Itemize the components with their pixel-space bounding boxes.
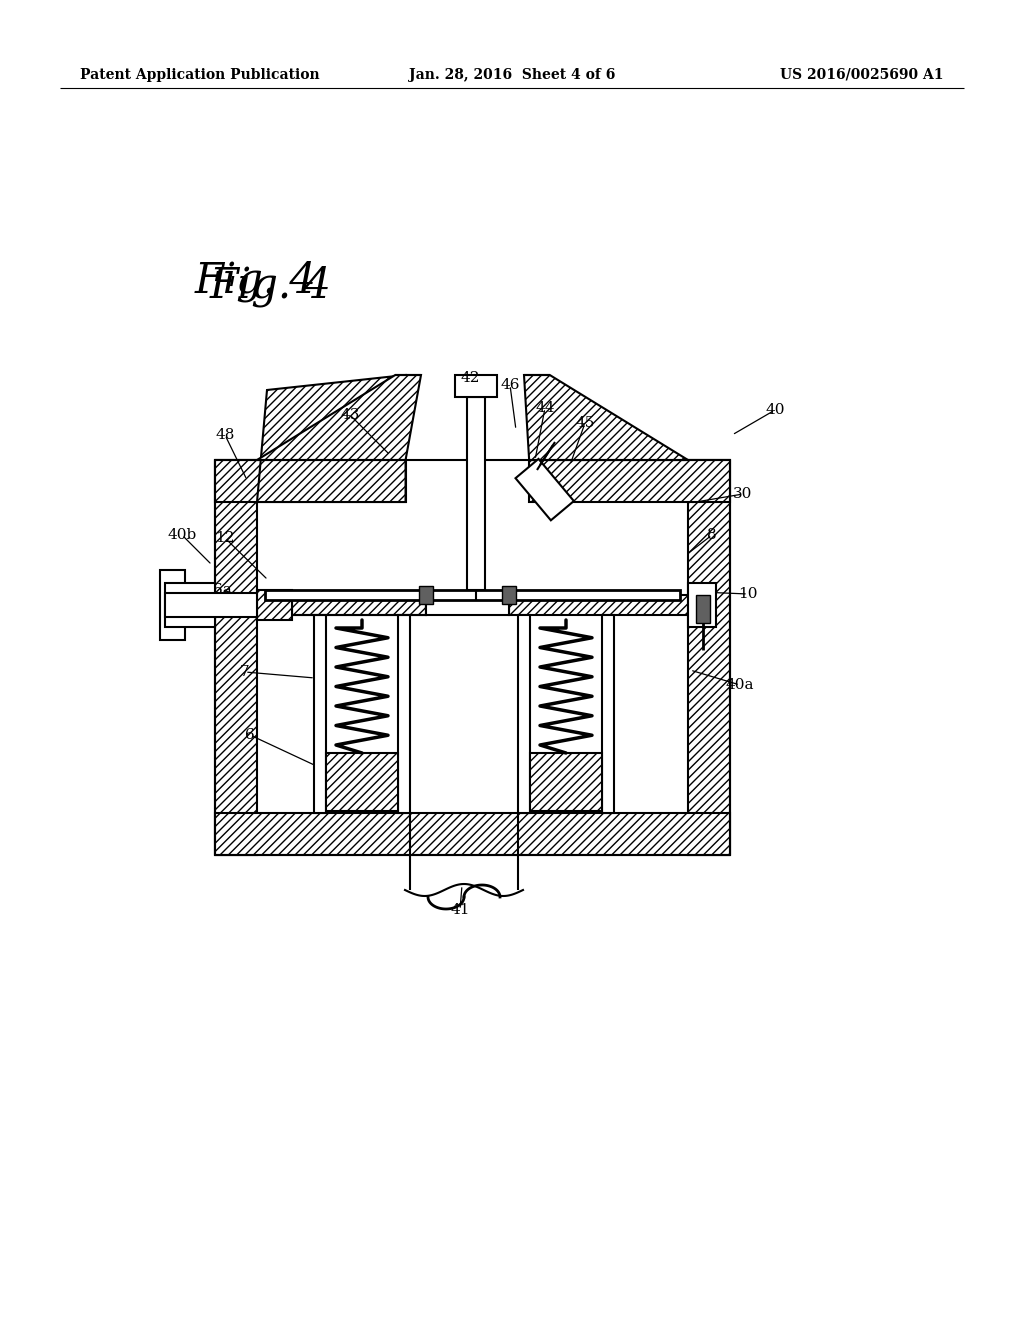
Text: Fig. 4: Fig. 4 (195, 260, 316, 302)
Text: Patent Application Publication: Patent Application Publication (80, 69, 319, 82)
Text: 10: 10 (738, 587, 758, 601)
Text: 46: 46 (501, 378, 520, 392)
Bar (265, 590, 680, 601)
Polygon shape (529, 459, 730, 502)
Bar (518, 615, 530, 813)
Polygon shape (257, 375, 421, 459)
Polygon shape (524, 375, 688, 459)
Bar (292, 595, 426, 615)
Text: 40a: 40a (726, 678, 755, 692)
Polygon shape (215, 459, 406, 502)
Polygon shape (215, 813, 730, 855)
Bar (502, 586, 515, 605)
Bar (419, 586, 433, 605)
Polygon shape (257, 590, 292, 620)
Text: 43: 43 (340, 408, 359, 422)
Bar (455, 375, 497, 397)
Bar (160, 570, 185, 640)
Polygon shape (515, 459, 573, 520)
Bar (314, 615, 326, 813)
Text: 6a: 6a (213, 583, 231, 597)
Text: 6: 6 (245, 729, 255, 742)
Bar (292, 595, 426, 615)
Bar (530, 752, 602, 810)
Text: 48: 48 (215, 428, 234, 442)
Text: Jan. 28, 2016  Sheet 4 of 6: Jan. 28, 2016 Sheet 4 of 6 (409, 69, 615, 82)
Bar (688, 583, 716, 627)
Bar (165, 583, 215, 627)
Text: US 2016/0025690 A1: US 2016/0025690 A1 (780, 69, 944, 82)
Text: 40b: 40b (167, 528, 197, 543)
Bar (426, 595, 509, 615)
Polygon shape (509, 595, 688, 615)
Text: 44: 44 (536, 401, 555, 414)
Bar (165, 593, 257, 616)
Text: 42: 42 (460, 371, 480, 385)
Text: 12: 12 (215, 531, 234, 545)
Text: Fig. 4: Fig. 4 (210, 265, 332, 308)
Bar (467, 397, 485, 590)
Bar (602, 615, 614, 813)
Text: 7: 7 (241, 665, 250, 678)
Bar (398, 615, 410, 813)
Polygon shape (688, 459, 730, 855)
Text: 41: 41 (451, 903, 470, 917)
Bar (696, 595, 710, 623)
Polygon shape (257, 595, 426, 615)
Text: 45: 45 (575, 416, 595, 430)
Text: 8: 8 (708, 528, 717, 543)
Text: 30: 30 (733, 487, 753, 502)
Polygon shape (257, 375, 406, 502)
Text: 40: 40 (765, 403, 784, 417)
Bar (326, 752, 398, 810)
Polygon shape (215, 459, 257, 855)
